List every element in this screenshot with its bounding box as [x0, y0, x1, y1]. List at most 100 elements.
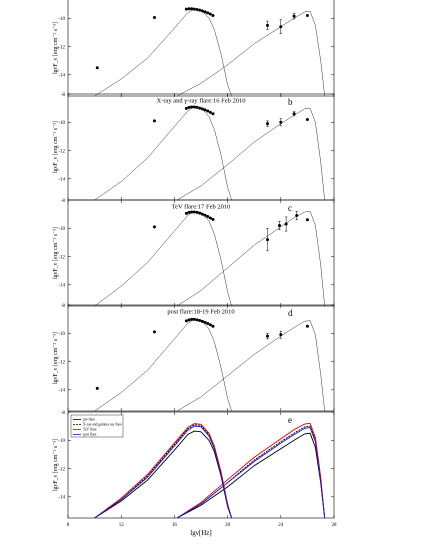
series-line	[94, 211, 232, 306]
series-line	[94, 318, 232, 411]
data-point	[95, 66, 99, 70]
y-tick-label: -10	[58, 227, 65, 232]
data-point	[203, 10, 207, 14]
data-point	[152, 119, 156, 123]
data-point	[305, 324, 309, 328]
data-point	[192, 210, 196, 214]
data-point	[305, 218, 309, 222]
y-tick-label: -12	[58, 255, 65, 260]
y-tick-label: -8	[61, 304, 66, 309]
y-tick-label: -8	[61, 411, 66, 416]
y-tick-label: -10	[58, 121, 65, 126]
data-point	[208, 216, 212, 220]
data-point	[192, 317, 196, 321]
data-point	[203, 108, 207, 112]
series-line	[176, 211, 325, 306]
legend-label: X-ray and gamma ray flare	[83, 423, 122, 427]
data-point	[266, 122, 269, 126]
data-point	[206, 109, 210, 113]
plot-frame	[67, 304, 335, 412]
series-line	[176, 10, 325, 96]
legend-label: post flare	[83, 433, 97, 437]
panel-letter: d	[288, 308, 293, 318]
series-line	[176, 427, 326, 518]
panel-title: X-ray and γ-ray flare:16 Feb 2010	[157, 98, 246, 105]
y-tick-label: -12	[58, 149, 65, 154]
y-axis-label: lgνF_ν [erg cm⁻² s⁻¹]	[53, 227, 59, 279]
chart-panel-3: -8 -10 -12 -14 lgνF_ν [erg cm⁻² s⁻¹] TeV flar…	[53, 199, 335, 307]
y-axis-label: lgνF_ν [erg cm⁻² s⁻¹]	[53, 332, 59, 384]
data-point	[195, 8, 199, 12]
data-point	[198, 106, 202, 110]
y-tick-label: -12	[58, 360, 65, 365]
legend-box	[70, 414, 124, 438]
data-point	[190, 317, 194, 321]
data-point	[198, 8, 202, 12]
data-point	[292, 112, 296, 116]
plot-frame	[67, 0, 335, 97]
series-line	[176, 107, 325, 200]
series-line	[176, 432, 326, 518]
data-point	[184, 106, 188, 110]
data-point	[277, 223, 281, 227]
x-tick-label: 20	[225, 523, 231, 528]
data-point	[206, 322, 210, 326]
chart-panel-4: -8 -10 -12 -14 lgνF_ν [erg cm⁻² s⁻¹] post fla…	[53, 304, 335, 412]
data-point	[305, 13, 309, 17]
data-point	[292, 14, 296, 18]
x-axis-label: lgν[Hz]	[190, 529, 211, 537]
y-tick-label: -10	[58, 439, 65, 444]
panel-title: TeV flare:17 Feb 2010	[172, 204, 231, 211]
data-point	[184, 319, 188, 323]
plot-frame	[67, 93, 335, 201]
data-point	[187, 210, 191, 214]
data-point	[266, 23, 269, 27]
series-line	[94, 423, 233, 518]
data-point	[192, 105, 196, 109]
data-point	[211, 13, 215, 17]
data-point	[195, 210, 199, 214]
data-point	[211, 217, 215, 221]
data-point	[203, 213, 207, 217]
chart-panel-5: -8 -10 -12 -14 lgνF_ν [erg cm⁻² s⁻¹] e pre fla…	[53, 411, 337, 537]
y-tick-label: -10	[58, 332, 65, 337]
data-point	[208, 12, 212, 16]
data-point	[152, 330, 156, 334]
x-tick-label: 28	[332, 523, 338, 528]
data-point	[198, 319, 202, 323]
data-point	[206, 11, 210, 15]
y-axis-label: lgνF_ν [erg cm⁻² s⁻¹]	[53, 22, 59, 74]
data-point	[198, 211, 202, 215]
y-tick-label: -14	[58, 496, 65, 501]
plot-frame	[67, 199, 335, 307]
data-point	[279, 333, 283, 337]
series-line	[94, 106, 232, 200]
data-point	[203, 320, 207, 324]
y-tick-label: -8	[61, 199, 66, 204]
data-point	[190, 105, 194, 109]
y-tick-label: -10	[58, 17, 65, 22]
data-point	[200, 212, 204, 216]
data-point	[192, 7, 196, 11]
series-line	[176, 425, 326, 518]
series-line	[94, 425, 233, 518]
plot-frame	[67, 411, 335, 519]
x-tick-label: 12	[119, 523, 125, 528]
y-tick-label: -14	[58, 389, 65, 394]
chart-panel-2: -8 -10 -12 -14 lgνF_ν [erg cm⁻² s⁻¹] X-ray an…	[53, 93, 335, 201]
y-tick-label: -12	[58, 467, 65, 472]
panel-letter: e	[288, 415, 292, 425]
y-tick-label: -12	[58, 45, 65, 50]
data-point	[184, 211, 188, 215]
data-point	[279, 120, 283, 124]
data-point	[208, 110, 212, 114]
data-point	[152, 16, 156, 20]
data-point	[184, 7, 188, 11]
data-point	[305, 117, 309, 121]
y-axis-label: lgνF_ν [erg cm⁻² s⁻¹]	[53, 439, 59, 491]
data-point	[152, 225, 156, 229]
x-tick-label: 8	[67, 523, 70, 528]
y-axis-label: lgνF_ν [erg cm⁻² s⁻¹]	[53, 121, 59, 173]
